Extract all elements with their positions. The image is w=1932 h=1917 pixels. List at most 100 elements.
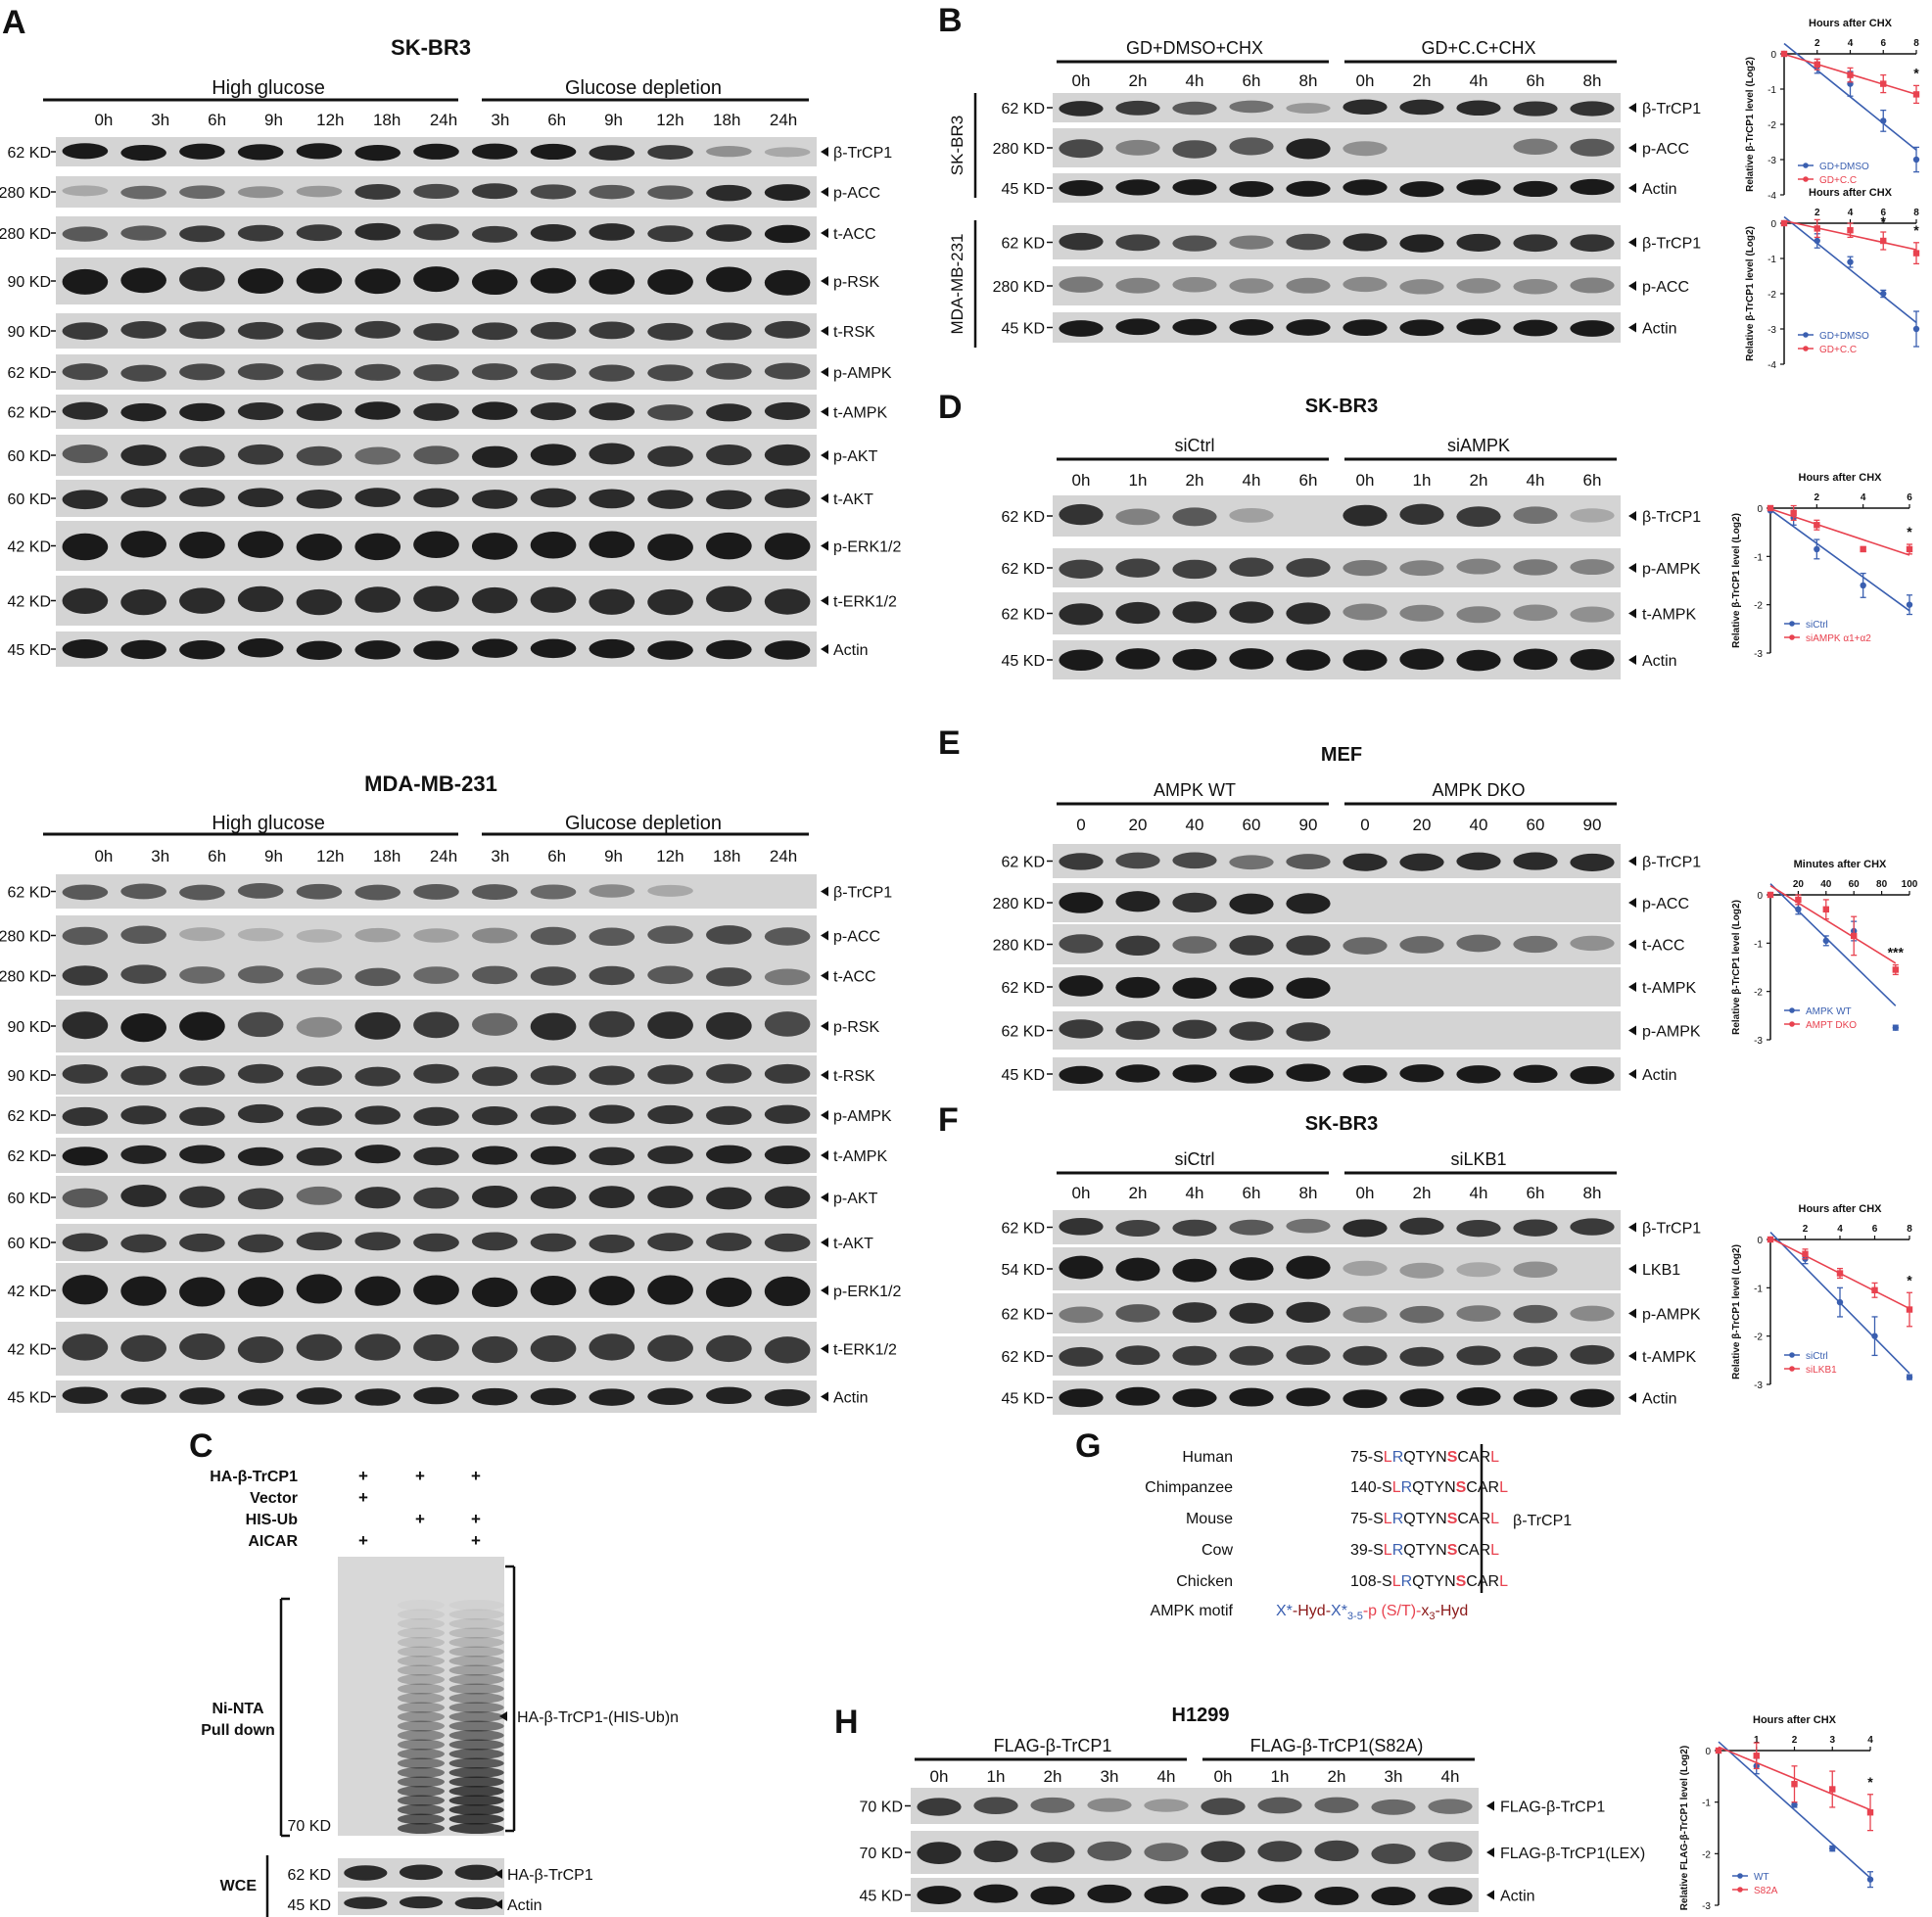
protein-label: β-TrCP1 [1642,101,1701,117]
blot-band [1229,648,1274,670]
blot-band [1286,649,1331,672]
protein-label: Actin [1642,181,1677,198]
sequence: 140-SLRQTYNSCARL [1350,1479,1508,1496]
ubiquitin-smear [448,1804,504,1815]
blot-band [1229,1387,1274,1407]
data-point [1871,1333,1878,1339]
blot-band [471,1232,518,1251]
blot-strip [338,1858,504,1888]
legend-label: AMPT DKO [1806,1020,1857,1031]
blot-band [62,268,109,295]
x-tick-label: 4 [1861,492,1866,503]
protein-label: t-ACC [833,969,876,986]
blot-strip [911,1788,1479,1824]
legend-label: siCtrl [1806,1351,1828,1362]
band-pointer-icon [495,1899,502,1909]
protein-label: β-TrCP1 [833,145,892,162]
blot-band [764,269,811,296]
lane-label: 9h [264,847,283,865]
blot-band [530,1186,577,1209]
blot-band [1456,1305,1501,1322]
blot-band [1286,319,1331,336]
data-point [1767,1236,1774,1243]
blot-band [62,926,109,946]
blot-band [1343,937,1388,955]
blot-band [296,640,343,661]
ubiquitin-smear [398,1600,445,1611]
condition-label: HIS-Ub [246,1512,299,1528]
data-point [1814,61,1820,68]
mw-label: 90 KD [8,274,51,291]
blot-band [706,1277,752,1307]
blot-band [354,1333,401,1361]
mw-label: 45 KD [1002,1067,1045,1084]
y-tick-label: -3 [1754,649,1763,660]
blot-band [296,588,343,616]
significance-mark: * [1907,524,1912,539]
lane-label: 8h [1583,1184,1602,1202]
blot-band [1115,179,1160,196]
blot-strip [56,1176,817,1219]
lane-label: 8h [1299,1184,1318,1202]
data-point [1866,1876,1874,1883]
blot-band [1456,1262,1501,1278]
blot-band [530,1012,577,1041]
sequence-residue: L [1490,1511,1499,1527]
x-tick-label: 20 [1793,879,1805,890]
blot-band [1172,179,1217,196]
legend-label: GD+C.C [1819,345,1857,355]
blot-band [1144,1886,1189,1904]
data-point [1880,80,1887,87]
blot-band [413,183,459,200]
blot-band [120,964,166,984]
mw-label: 62 KD [8,1108,51,1125]
band-pointer-icon [495,1869,502,1879]
band-pointer-icon [1628,856,1636,866]
condition-mark: + [471,1531,481,1550]
blot-band [1428,1887,1473,1906]
blot-band [1059,975,1104,997]
blot-band [1059,1217,1104,1236]
blot-band [589,443,636,465]
blot-band [1343,233,1388,252]
sequence-residue: S [1456,1479,1467,1496]
blot-strip [911,1878,1479,1912]
lane-label: 90 [1583,816,1602,834]
blot-strip [1053,1336,1621,1376]
blot-band [589,184,636,200]
mw-label: 62 KD [1002,509,1045,526]
blot-band [647,1233,693,1252]
sequence-prefix: 75-S [1350,1449,1384,1466]
mw-label: 62 KD [1002,1349,1045,1366]
mw-label: 62 KD [1002,236,1045,253]
lane-label: 1h [1271,1767,1290,1786]
blot-band [589,1388,636,1406]
blot-band [530,638,577,659]
blot-band [354,401,401,420]
protein-label: Actin [1642,653,1677,670]
band-pointer-icon [1628,322,1636,333]
band-pointer-icon [1628,982,1636,992]
blot-band [1172,140,1217,159]
blot-band [62,1386,109,1404]
blot-band [62,185,109,197]
series-fit-line [1769,883,1897,1006]
blot-band [1399,604,1444,622]
sequence-residue: R [1392,1542,1404,1559]
sequence-prefix: 140-S [1350,1479,1392,1496]
blot-band [1513,101,1558,117]
blot-band [471,269,518,296]
blot-band [120,1234,166,1253]
blot-band [530,321,577,340]
blot-band [589,145,636,161]
legend-label: siLKB1 [1806,1365,1837,1376]
lane-label: 0h [1214,1767,1233,1786]
group-label: siLKB1 [1450,1149,1506,1169]
blot-band [1229,100,1274,114]
ubiquitin-smear [448,1693,504,1704]
lane-label: 12h [656,847,683,865]
blot-band [62,1011,109,1040]
blot-band [1229,1021,1274,1041]
data-point [1822,937,1830,945]
blot-band [647,1275,693,1305]
